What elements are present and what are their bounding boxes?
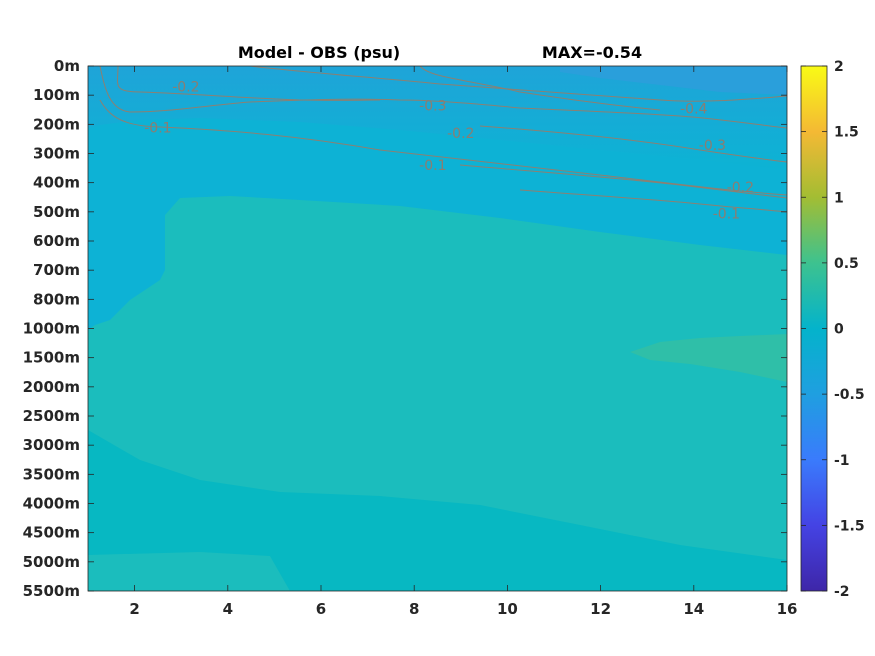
- x-tick-label: 14: [683, 600, 704, 618]
- contour-labels: -0.2-0.1-0.3-0.2-0.1-0.4-0.3-0.2-0.1: [144, 79, 754, 222]
- colorbar-ticks: 2 1.5 1 0.5 0 -0.5 -1 -1.5 -2: [801, 59, 865, 600]
- contour-label: -0.3: [419, 98, 446, 114]
- contour-line: [419, 66, 661, 111]
- contour-line: [459, 164, 787, 199]
- x-tick-label: 8: [409, 600, 419, 618]
- field-bottom-patch: [88, 552, 290, 591]
- contour-line: [99, 99, 787, 196]
- y-tick-label: 200m: [33, 115, 80, 133]
- colorbar-tick-label: -1.5: [834, 518, 865, 534]
- y-tick-label: 800m: [33, 290, 80, 308]
- x-tick-label: 16: [777, 600, 798, 618]
- y-tick-label: 700m: [33, 261, 80, 279]
- y-axis: 0m 100m 200m 300m 400m 500m 600m 700m 800m 1000m 1…: [23, 57, 787, 600]
- contour-line: [479, 125, 787, 163]
- x-tick-label: 6: [316, 600, 326, 618]
- y-tick-label: 1000m: [23, 320, 80, 338]
- y-tick-label: 5500m: [23, 582, 80, 600]
- y-tick-label: 3500m: [23, 465, 80, 483]
- contour-line: [99, 66, 787, 129]
- contour-label: -0.2: [172, 79, 199, 95]
- x-tick-label: 12: [590, 600, 611, 618]
- contour-label: -0.1: [713, 206, 740, 222]
- colorbar-tick-label: 1: [834, 190, 844, 206]
- y-tick-label: 100m: [33, 86, 80, 104]
- heatmap-field: [88, 66, 787, 591]
- y-tick-label: 600m: [33, 232, 80, 250]
- contour-line: [117, 66, 381, 101]
- colorbar: 2 1.5 1 0.5 0 -0.5 -1 -1.5 -2: [800, 59, 865, 600]
- y-tick-label: 400m: [33, 174, 80, 192]
- colorbar-tick-label: -2: [834, 584, 850, 600]
- x-tick-label: 4: [223, 600, 233, 618]
- colorbar-tick-label: 0: [834, 322, 844, 338]
- colorbar-tick-label: 1.5: [834, 125, 859, 141]
- y-tick-label: 0m: [54, 57, 80, 75]
- contour-line: [249, 66, 787, 102]
- contour-label: -0.1: [419, 158, 446, 174]
- colorbar-tick-label: -1: [834, 453, 850, 469]
- field-surface-negative: [88, 66, 787, 170]
- field-surface-min: [560, 66, 787, 95]
- y-tick-label: 300m: [33, 145, 80, 163]
- y-tick-label: 2500m: [23, 407, 80, 425]
- contour-label: -0.2: [727, 180, 754, 196]
- x-tick-label: 2: [129, 600, 139, 618]
- x-tick-label: 10: [497, 600, 518, 618]
- y-tick-label: 3000m: [23, 436, 80, 454]
- chart-title: Model - OBS (psu): [238, 43, 400, 62]
- colorbar-tick-label: 2: [834, 59, 844, 75]
- contour-line: [519, 189, 787, 213]
- y-tick-label: 2000m: [23, 378, 80, 396]
- contour-lines: [99, 66, 787, 213]
- contour-label: -0.2: [447, 126, 474, 142]
- max-label: MAX=-0.54: [542, 43, 642, 62]
- x-axis: 2 4 6 8 10 12 14 16: [129, 66, 797, 618]
- y-tick-label: 4000m: [23, 495, 80, 513]
- contour-label: -0.1: [144, 120, 171, 136]
- contour-label: -0.4: [680, 101, 707, 117]
- contour-label: -0.3: [699, 138, 726, 154]
- field-deep-negative: [88, 430, 787, 591]
- colorbar-tick-label: -0.5: [834, 387, 865, 403]
- y-tick-label: 5000m: [23, 553, 80, 571]
- y-tick-label: 500m: [33, 203, 80, 221]
- colorbar-tick-label: 0.5: [834, 256, 859, 272]
- y-tick-label: 4500m: [23, 524, 80, 542]
- field-positive-patch: [630, 334, 787, 382]
- y-tick-label: 1500m: [23, 349, 80, 367]
